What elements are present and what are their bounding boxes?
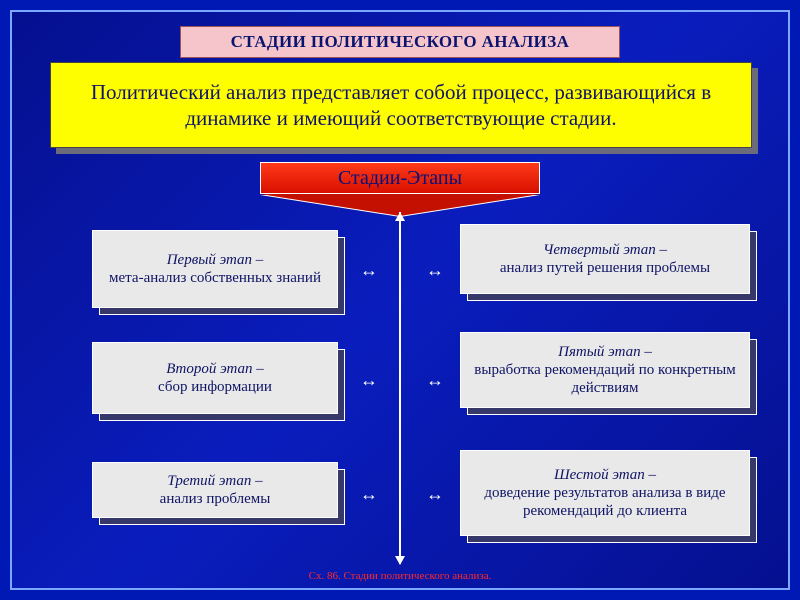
stage-right-3: Шестой этап – доведение результатов анал… bbox=[460, 450, 750, 536]
stage-label-plain: сбор информации bbox=[158, 379, 272, 395]
stage-label-plain: доведение результатов анализа в виде рек… bbox=[484, 485, 725, 519]
stages-banner-text: Стадии-Этапы bbox=[338, 167, 462, 190]
stage-label-italic: Шестой этап – bbox=[554, 467, 656, 483]
stage-left-1: Первый этап – мета-анализ собственных зн… bbox=[92, 230, 338, 308]
double-arrow-icon: ↔ bbox=[360, 484, 378, 505]
stage-label-italic: Пятый этап – bbox=[558, 344, 652, 360]
stage-label-italic: Третий этап – bbox=[167, 473, 262, 489]
title-box: СТАДИИ ПОЛИТИЧЕСКОГО АНАЛИЗА bbox=[180, 26, 620, 58]
stage-left-2: Второй этап – сбор информации bbox=[92, 342, 338, 414]
stage-left-3: Третий этап – анализ проблемы bbox=[92, 462, 338, 518]
stage-right-1: Четвертый этап – анализ путей решения пр… bbox=[460, 224, 750, 294]
title-text: СТАДИИ ПОЛИТИЧЕСКОГО АНАЛИЗА bbox=[231, 32, 570, 52]
stage-label-plain: мета-анализ собственных знаний bbox=[109, 270, 321, 286]
stages-banner-rect: Стадии-Этапы bbox=[260, 162, 540, 194]
double-arrow-icon: ↔ bbox=[426, 260, 444, 281]
center-line bbox=[399, 212, 401, 564]
stage-label-plain: анализ путей решения проблемы bbox=[500, 260, 710, 276]
center-line-arrow-bottom-icon bbox=[395, 556, 405, 565]
stages-banner: Стадии-Этапы bbox=[260, 162, 540, 216]
intro-box: Политический анализ представляет собой п… bbox=[50, 62, 752, 148]
caption: Сх. 86. Стадии политического анализа. bbox=[12, 570, 788, 582]
stage-label-italic: Четвертый этап – bbox=[543, 242, 667, 258]
stage-right-2: Пятый этап – выработка рекомендаций по к… bbox=[460, 332, 750, 408]
center-line-arrow-top-icon bbox=[395, 212, 405, 221]
double-arrow-icon: ↔ bbox=[360, 370, 378, 391]
stage-label-plain: выработка рекомендаций по конкретным дей… bbox=[474, 362, 735, 396]
intro-text: Политический анализ представляет собой п… bbox=[69, 79, 733, 132]
slide-outer: СТАДИИ ПОЛИТИЧЕСКОГО АНАЛИЗА Политически… bbox=[0, 0, 800, 600]
caption-text: Сх. 86. Стадии политического анализа. bbox=[309, 570, 492, 582]
double-arrow-icon: ↔ bbox=[426, 484, 444, 505]
slide-frame: СТАДИИ ПОЛИТИЧЕСКОГО АНАЛИЗА Политически… bbox=[10, 10, 790, 590]
double-arrow-icon: ↔ bbox=[426, 370, 444, 391]
stage-label-italic: Первый этап – bbox=[167, 252, 264, 268]
double-arrow-icon: ↔ bbox=[360, 260, 378, 281]
stage-label-plain: анализ проблемы bbox=[160, 491, 271, 507]
stage-label-italic: Второй этап – bbox=[166, 361, 264, 377]
